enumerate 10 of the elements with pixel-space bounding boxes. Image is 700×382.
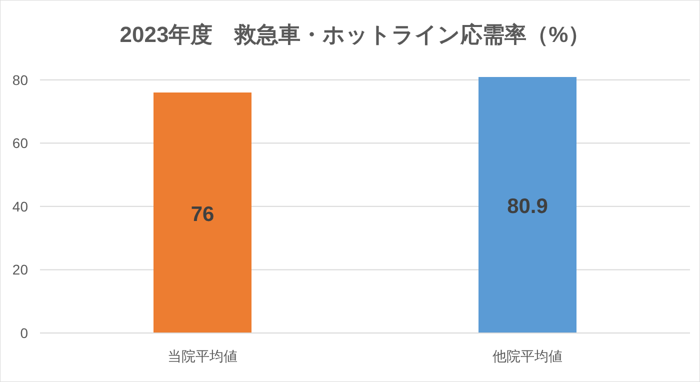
y-tick-label: 40 <box>12 198 28 214</box>
y-tick-label: 20 <box>12 262 28 278</box>
x-tick-label: 当院平均値 <box>168 348 238 364</box>
y-tick-label: 80 <box>12 72 28 88</box>
data-label: 76 <box>190 202 214 226</box>
x-tick-label: 他院平均値 <box>492 348 562 364</box>
data-label: 80.9 <box>507 195 548 218</box>
y-tick-label: 0 <box>20 325 28 341</box>
chart-title: 2023年度 救急車・ホットライン応需率（%） <box>120 22 590 47</box>
y-tick-label: 60 <box>12 135 28 152</box>
